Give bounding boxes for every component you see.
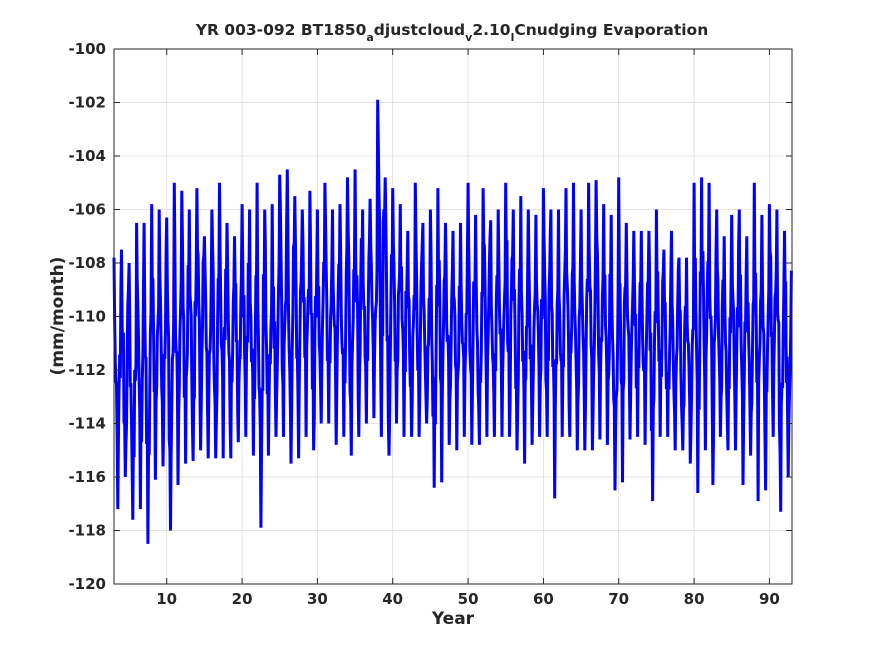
y-tick-label-8: -104: [68, 147, 106, 165]
x-tick-label-3: 40: [382, 590, 403, 608]
x-tick-label-0: 10: [156, 590, 177, 608]
x-axis-label: Year: [431, 609, 475, 629]
y-tick-label-9: -102: [68, 94, 106, 112]
x-tick-label-1: 20: [232, 590, 253, 608]
y-tick-label-10: -100: [68, 40, 106, 58]
y-axis-label: (mm/month): [48, 257, 68, 376]
y-tick-label-7: -106: [68, 201, 106, 219]
x-tick-label-2: 30: [307, 590, 328, 608]
x-tick-label-8: 90: [759, 590, 780, 608]
tick-marks: [114, 48, 792, 585]
x-tick-label-4: 50: [458, 590, 479, 608]
y-tick-label-5: -110: [68, 308, 106, 326]
y-tick-label-0: -120: [68, 575, 106, 593]
y-tick-label-3: -114: [68, 415, 106, 433]
y-tick-label-4: -112: [68, 361, 106, 379]
y-tick-labels: -120 -118 -116 -114 -112 -110 -108 -106 -104 -102…: [68, 40, 106, 593]
series-layer: [112, 99, 793, 544]
x-tick-label-5: 60: [533, 590, 554, 608]
x-tick-label-6: 70: [608, 590, 629, 608]
x-tick-labels: 10 20 30 40 50 60 70 80 90: [156, 590, 780, 608]
chart-title: YR 003-092 BT1850adjustcloudv2.10lCnudgi…: [195, 21, 709, 44]
x-tick-label-7: 80: [684, 590, 705, 608]
y-tick-label-1: -118: [68, 522, 106, 540]
evaporation-series-line: [112, 99, 793, 544]
y-tick-label-2: -116: [68, 468, 106, 486]
y-tick-label-6: -108: [68, 254, 106, 272]
